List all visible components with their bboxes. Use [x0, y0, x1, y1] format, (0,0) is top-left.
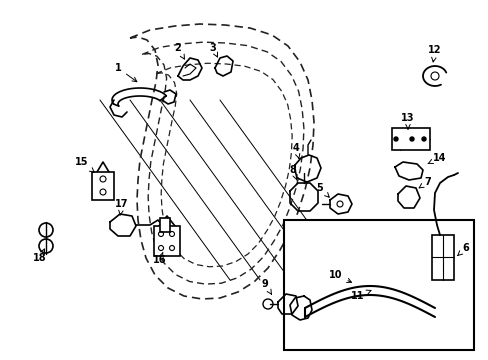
Text: 2: 2: [174, 43, 184, 59]
Circle shape: [409, 137, 413, 141]
Text: 14: 14: [427, 153, 446, 164]
Text: 16: 16: [153, 252, 166, 265]
Bar: [431, 235, 453, 280]
Circle shape: [393, 137, 397, 141]
Text: 17: 17: [115, 199, 128, 215]
Bar: [154, 226, 180, 256]
Text: 12: 12: [427, 45, 441, 62]
Bar: [284, 220, 473, 350]
Text: 1: 1: [114, 63, 137, 82]
Bar: [92, 172, 114, 200]
Text: 11: 11: [350, 290, 370, 301]
Bar: [391, 128, 429, 150]
Text: 3: 3: [209, 43, 217, 57]
Circle shape: [421, 137, 425, 141]
Text: 8: 8: [289, 165, 297, 180]
Text: 15: 15: [75, 157, 94, 172]
Bar: [160, 218, 170, 232]
Text: 9: 9: [261, 279, 271, 294]
Text: 10: 10: [328, 270, 351, 283]
Text: 18: 18: [33, 249, 47, 263]
Text: 7: 7: [418, 177, 430, 188]
Text: 13: 13: [401, 113, 414, 129]
Text: 6: 6: [457, 243, 468, 256]
Text: 5: 5: [316, 183, 328, 197]
Text: 4: 4: [292, 143, 299, 159]
